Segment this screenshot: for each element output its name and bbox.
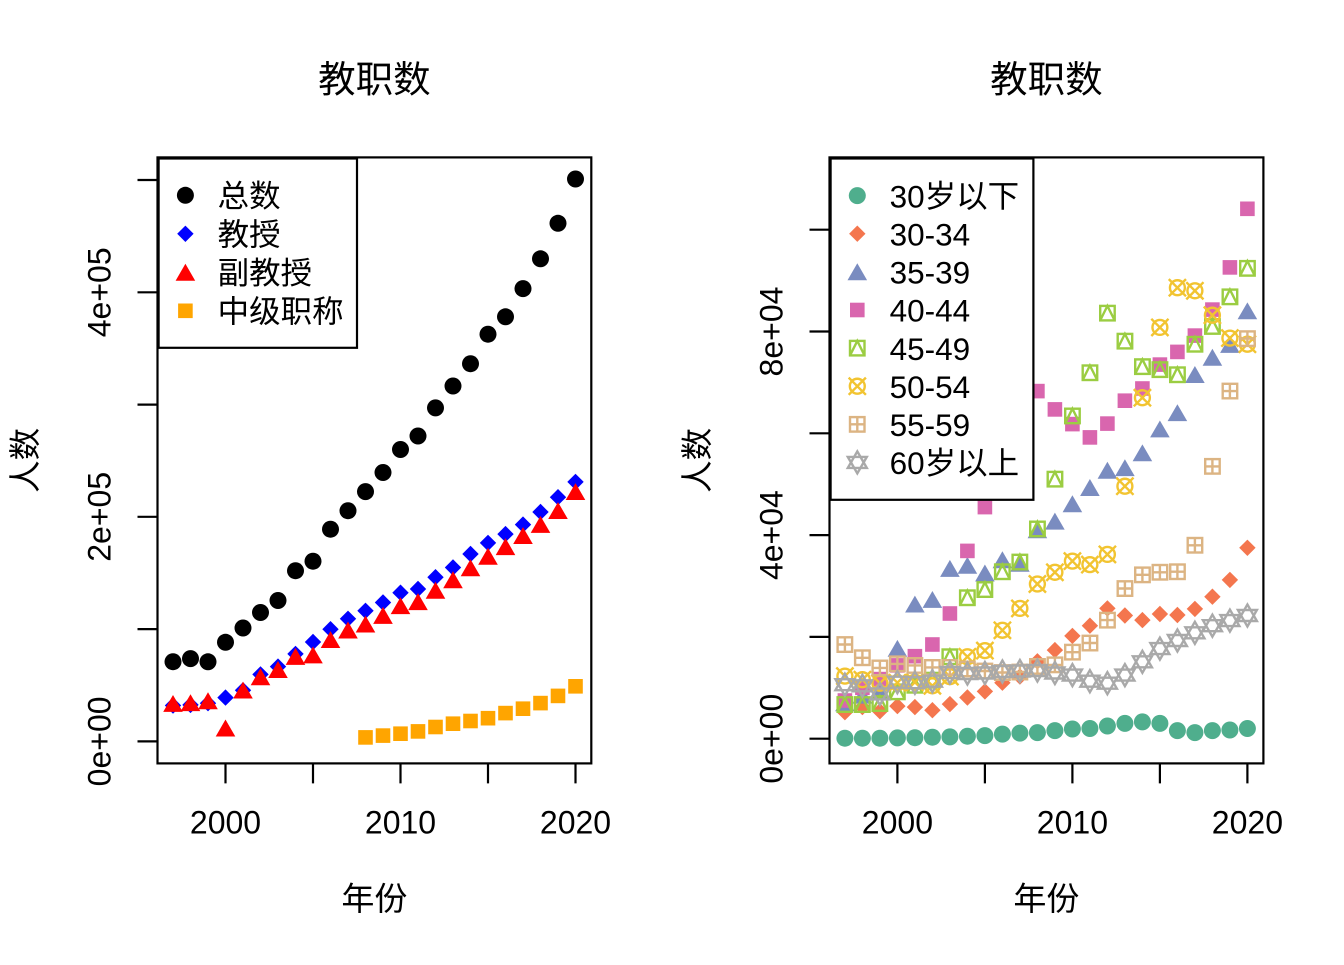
svg-text:2020: 2020 [540, 805, 611, 841]
svg-text:4e+04: 4e+04 [754, 490, 790, 580]
svg-text:30-34: 30-34 [890, 216, 971, 252]
svg-text:2010: 2010 [365, 805, 436, 841]
svg-text:2000: 2000 [862, 805, 933, 841]
svg-text:2010: 2010 [1037, 805, 1108, 841]
svg-text:45-49: 45-49 [890, 331, 971, 367]
svg-text:40-44: 40-44 [890, 293, 971, 329]
svg-text:0e+00: 0e+00 [754, 694, 790, 784]
svg-text:4e+05: 4e+05 [82, 247, 118, 337]
svg-text:55-59: 55-59 [890, 407, 971, 443]
svg-text:35-39: 35-39 [890, 255, 971, 291]
svg-text:2000: 2000 [190, 805, 261, 841]
svg-text:0e+00: 0e+00 [82, 696, 118, 786]
svg-text:2020: 2020 [1212, 805, 1283, 841]
svg-text:30: 30 [890, 178, 925, 214]
svg-text:50-54: 50-54 [890, 369, 971, 405]
svg-text:8e+04: 8e+04 [754, 287, 790, 377]
svg-text:2e+05: 2e+05 [82, 472, 118, 562]
svg-text:60: 60 [890, 445, 925, 481]
